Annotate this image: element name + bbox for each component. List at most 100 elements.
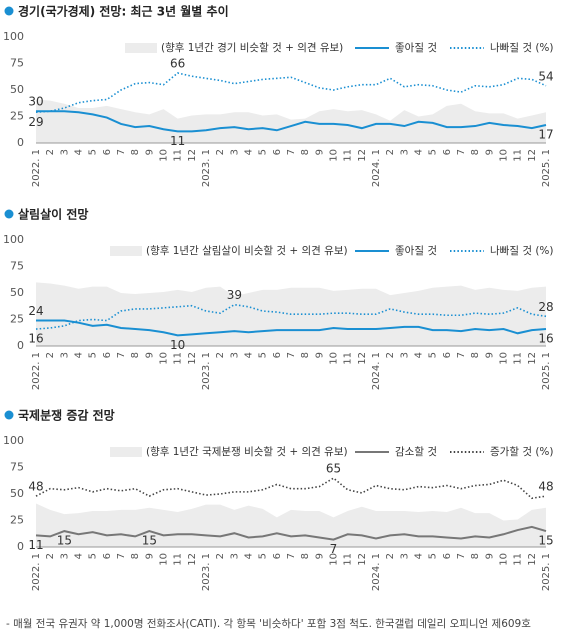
x-tick-label: 2 <box>385 149 396 155</box>
x-tick-label: 11 <box>343 553 354 566</box>
x-tick-label: 12 <box>527 149 538 162</box>
x-tick-label: 12 <box>187 352 198 365</box>
x-tick-label: 3 <box>229 553 240 559</box>
x-tick-label: 12 <box>187 149 198 162</box>
legend-label: (향후 1년간 국제분쟁 비슷할 것 + 의견 유보) <box>146 446 348 458</box>
legend-label: (향후 1년간 경기 비슷할 것 + 의견 유보) <box>161 41 343 54</box>
x-tick-label: 10 <box>329 553 340 566</box>
x-tick-label: 2 <box>385 553 396 559</box>
x-tick-label: 2 <box>215 149 226 155</box>
data-label: 7 <box>330 542 338 556</box>
x-tick-label: 7 <box>286 553 297 559</box>
x-tick-label: 5 <box>258 149 269 155</box>
x-tick-label: 2 <box>45 553 56 559</box>
data-label: 39 <box>227 288 242 302</box>
x-tick-label: 9 <box>314 553 325 559</box>
data-label: 65 <box>326 462 341 476</box>
x-tick-label: 7 <box>286 149 297 155</box>
x-tick-label: 12 <box>527 352 538 365</box>
x-tick-label: 9 <box>314 352 325 358</box>
y-tick-label: 75 <box>10 57 24 70</box>
x-tick-label: 11 <box>513 149 524 162</box>
y-tick-label: 100 <box>3 434 24 447</box>
x-tick-label: 4 <box>74 352 85 358</box>
x-tick-label: 2024. 1 <box>371 553 382 591</box>
x-tick-label: 10 <box>159 553 170 566</box>
legend-swatch <box>125 43 157 53</box>
x-tick-label: 6 <box>442 553 453 559</box>
y-tick-label: 25 <box>10 313 24 326</box>
x-tick-label: 2 <box>385 352 396 358</box>
x-tick-label: 8 <box>470 352 481 358</box>
chart-title: 살림살이 전망 <box>18 207 88 222</box>
y-tick-label: 0 <box>17 136 24 149</box>
x-tick-label: 11 <box>173 352 184 365</box>
x-tick-label: 6 <box>272 553 283 559</box>
x-tick-label: 2022. 1 <box>31 352 42 390</box>
data-label: 11 <box>28 538 43 552</box>
x-tick-label: 12 <box>357 553 368 566</box>
x-tick-label: 10 <box>329 149 340 162</box>
x-tick-label: 2025. 1 <box>541 352 552 390</box>
legend-label: 증가할 것 (%) <box>490 446 554 458</box>
x-tick-label: 3 <box>229 352 240 358</box>
x-tick-label: 3 <box>399 149 410 155</box>
x-tick-label: 8 <box>130 149 141 155</box>
x-tick-label: 12 <box>527 553 538 566</box>
x-tick-label: 2022. 1 <box>31 553 42 591</box>
data-label: 11 <box>170 134 185 148</box>
x-tick-label: 7 <box>116 553 127 559</box>
data-label: 10 <box>170 338 185 352</box>
x-tick-label: 10 <box>499 149 510 162</box>
y-tick-label: 0 <box>17 540 24 553</box>
legend-label: 나빠질 것 (%) <box>490 42 554 54</box>
x-tick-label: 8 <box>300 553 311 559</box>
x-tick-label: 3 <box>229 149 240 155</box>
line <box>35 303 547 330</box>
legend-label: (향후 1년간 살림살이 비슷할 것 + 의견 유보) <box>146 245 348 257</box>
data-label: 16 <box>538 332 553 346</box>
x-tick-label: 12 <box>357 149 368 162</box>
data-label: 29 <box>28 115 43 129</box>
area <box>36 503 546 547</box>
x-tick-label: 7 <box>116 352 127 358</box>
x-tick-label: 9 <box>144 553 155 559</box>
x-tick-label: 9 <box>484 149 495 155</box>
y-tick-label: 25 <box>10 110 24 123</box>
x-tick-label: 2023. 1 <box>201 352 212 390</box>
title-bullet <box>4 6 14 16</box>
data-label: 66 <box>170 57 185 71</box>
x-tick-label: 8 <box>470 149 481 155</box>
legend-swatch <box>110 246 142 256</box>
x-tick-label: 3 <box>59 553 70 559</box>
x-tick-label: 5 <box>88 149 99 155</box>
x-tick-label: 3 <box>399 553 410 559</box>
x-tick-label: 6 <box>102 352 113 358</box>
x-tick-label: 11 <box>513 352 524 365</box>
footnote: - 매월 전국 유권자 약 1,000명 전화조사(CATI). 각 항목 '비… <box>6 617 531 630</box>
y-tick-label: 100 <box>3 233 24 246</box>
x-tick-label: 8 <box>130 352 141 358</box>
x-tick-label: 6 <box>272 352 283 358</box>
x-tick-label: 8 <box>300 352 311 358</box>
x-tick-label: 2024. 1 <box>371 352 382 390</box>
data-label: 17 <box>538 127 553 141</box>
x-tick-label: 7 <box>286 352 297 358</box>
data-label: 16 <box>28 332 43 346</box>
data-label: 15 <box>57 534 72 548</box>
line <box>36 110 547 133</box>
x-tick-label: 8 <box>300 149 311 155</box>
x-tick-label: 7 <box>116 149 127 155</box>
x-tick-label: 10 <box>499 553 510 566</box>
line <box>35 525 547 541</box>
x-tick-label: 2024. 1 <box>371 149 382 187</box>
x-tick-label: 4 <box>244 352 255 358</box>
y-tick-label: 50 <box>10 487 24 500</box>
data-label: 28 <box>538 300 553 314</box>
x-tick-label: 9 <box>484 553 495 559</box>
x-tick-label: 4 <box>414 149 425 155</box>
y-tick-label: 75 <box>10 461 24 474</box>
x-tick-label: 8 <box>130 553 141 559</box>
title-bullet <box>4 209 14 219</box>
x-tick-label: 6 <box>102 553 113 559</box>
